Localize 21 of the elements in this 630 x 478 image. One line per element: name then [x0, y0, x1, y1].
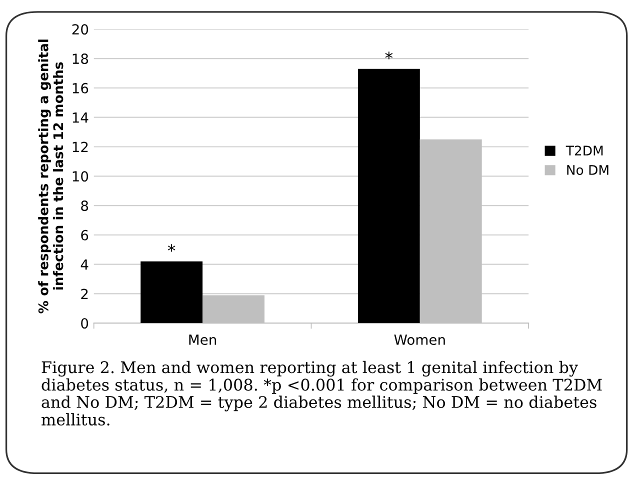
caption: Figure 2. Men and women reporting at least 1 genital infection by diabetes status, n = 1,008. *p <0.001 for comparison between T2DM and No DM; T2DM = type 2 diabetes mellitus; No DM = no diabetes mellitus. [42, 360, 602, 426]
y-tick-label: 2 [81, 288, 88, 300]
x-tick-label: Men [189, 334, 216, 345]
y-tick-label: 0 [81, 318, 88, 329]
y-tick-label: 18 [72, 54, 88, 64]
y-tick-label: 12 [72, 142, 88, 152]
y-tick-label: 20 [72, 24, 88, 35]
y-tick-label: 6 [81, 230, 88, 240]
x-tick-label: Women [394, 334, 445, 345]
bar [358, 68, 420, 324]
bar [140, 261, 203, 324]
legend-label: No DM [567, 165, 608, 175]
y-tick-label: 4 [80, 259, 88, 270]
legend-label: T2DM [566, 146, 603, 156]
y-tick-label: 14 [72, 112, 88, 123]
annotation: * [168, 244, 176, 252]
y-tick-label: 16 [72, 82, 88, 94]
y-tick-label: 10 [72, 171, 88, 182]
y-axis-title: % of respondents reporting a genital infection in the last 12 months [38, 40, 64, 314]
y-tick-label: 8 [81, 200, 88, 212]
annotation: * [385, 52, 393, 60]
